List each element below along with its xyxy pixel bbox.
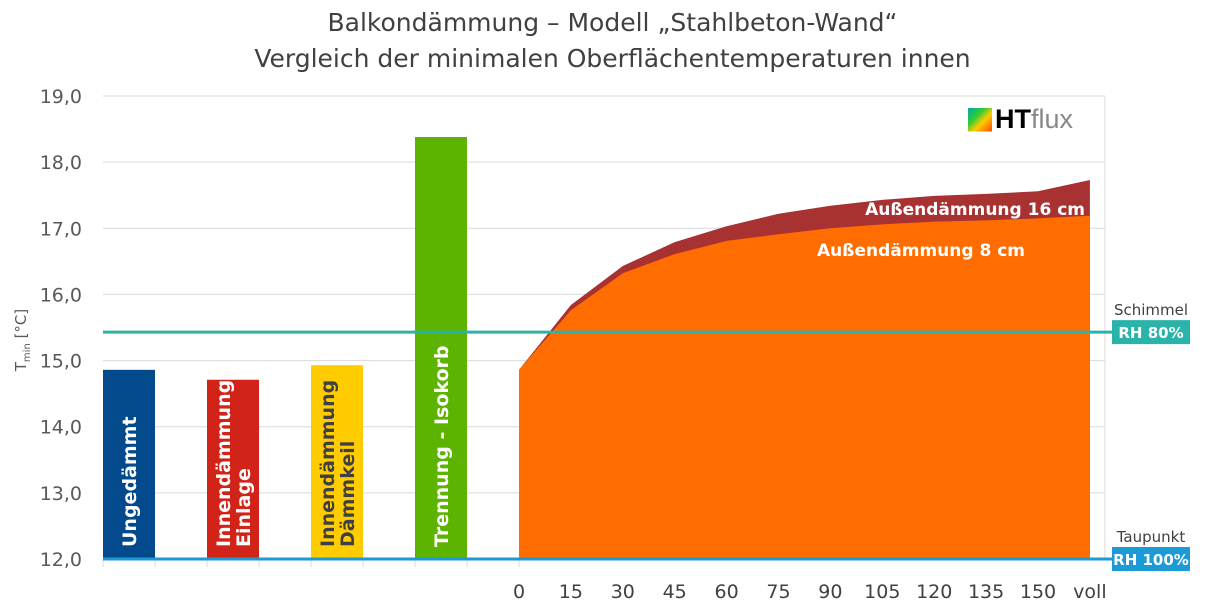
reference-label: Taupunkt <box>1116 528 1186 546</box>
x-tick-label: 135 <box>968 581 1004 603</box>
x-tick-label: 150 <box>1020 581 1056 603</box>
logo-icon <box>968 107 992 132</box>
series-label-16cm: Außendämmung 16 cm <box>865 200 1085 220</box>
x-tick-label: 0 <box>513 581 525 603</box>
bar-0 <box>103 369 155 559</box>
x-tick-label: 120 <box>916 581 952 603</box>
x-tick-label: voll <box>1073 581 1106 603</box>
x-tick-label: 105 <box>864 581 900 603</box>
y-tick-label: 12,0 <box>40 549 82 571</box>
bar-1 <box>207 379 259 559</box>
y-tick-label: 17,0 <box>40 218 82 240</box>
series-label-8cm: Außendämmung 8 cm <box>817 241 1025 261</box>
y-axis-label: Tmin [°C] <box>12 309 33 372</box>
y-tick-label: 14,0 <box>40 417 82 439</box>
bar-label: Ungedämmt <box>119 416 141 547</box>
x-tick-label: 15 <box>559 581 583 603</box>
htflux-logo: HT flux <box>968 104 1073 135</box>
bar-label: InnendämmungEinlage <box>213 380 255 547</box>
y-tick-label: 16,0 <box>40 284 82 306</box>
x-tick-label: 75 <box>766 581 790 603</box>
x-tick-label: 45 <box>663 581 687 603</box>
y-tick-label: 15,0 <box>40 351 82 373</box>
x-tick-label: 60 <box>715 581 739 603</box>
bar-label: Trennung - Isokorb <box>431 345 453 547</box>
area-series-1 <box>519 215 1090 559</box>
logo-ht: HT <box>995 104 1031 134</box>
bar-label: InnendämmungDämmkeil <box>317 380 359 547</box>
bar-2 <box>311 365 363 559</box>
y-tick-label: 19,0 <box>40 86 82 108</box>
reference-badge-text: RH 100% <box>1113 551 1189 569</box>
x-tick-label: 30 <box>611 581 635 603</box>
chart-title: Balkondämmung – Modell „Stahlbeton-Wand“ <box>327 8 898 37</box>
chart-subtitle: Vergleich der minimalen Oberflächentempe… <box>254 44 971 73</box>
y-tick-label: 13,0 <box>40 483 82 505</box>
y-tick-label: 18,0 <box>40 152 82 174</box>
reference-label: Schimmel <box>1114 301 1188 319</box>
x-tick-label: 90 <box>818 581 842 603</box>
reference-badge <box>1112 547 1190 571</box>
bar-3 <box>415 137 467 559</box>
reference-badge-text: RH 80% <box>1118 324 1183 342</box>
reference-badge <box>1112 320 1190 345</box>
logo-flux: flux <box>1031 104 1074 134</box>
